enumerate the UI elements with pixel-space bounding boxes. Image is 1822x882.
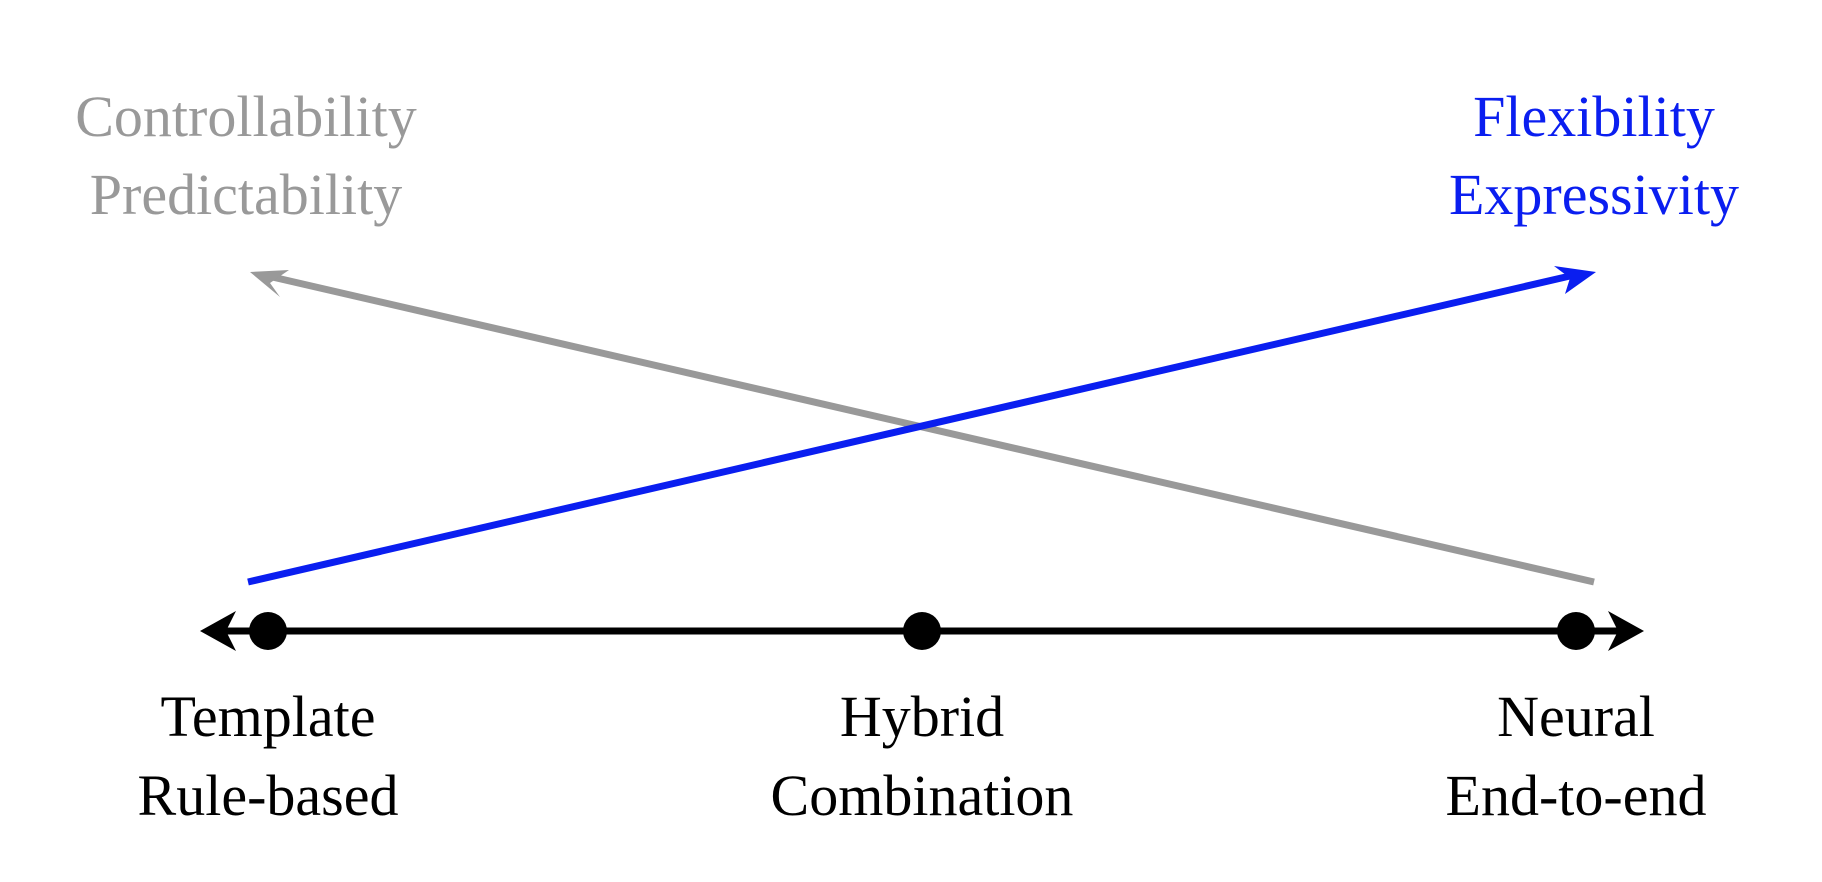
expressivity-label: Expressivity <box>1449 162 1739 227</box>
flexibility-label: Flexibility <box>1473 84 1715 149</box>
hybrid-point-marker <box>903 612 941 650</box>
flexibility-arrowhead-icon <box>1554 266 1596 294</box>
hybrid-label: Hybrid <box>840 684 1004 749</box>
neural-point-marker <box>1557 612 1595 650</box>
predictability-label: Predictability <box>90 162 403 227</box>
controllability-label: Controllability <box>75 84 417 149</box>
rule-based-label: Rule-based <box>138 763 399 828</box>
spectrum-right-arrowhead-icon <box>1608 611 1644 651</box>
flexibility-arrow-line <box>247 272 1571 586</box>
controllability-arrow-line <box>267 272 1595 586</box>
template-point-marker <box>249 612 287 650</box>
combination-label: Combination <box>771 763 1074 828</box>
spectrum-left-arrowhead-icon <box>200 611 236 651</box>
end-to-end-label: End-to-end <box>1446 763 1707 828</box>
neural-label: Neural <box>1497 684 1655 749</box>
controllability-arrowhead-icon <box>250 270 289 297</box>
template-label: Template <box>161 684 376 749</box>
